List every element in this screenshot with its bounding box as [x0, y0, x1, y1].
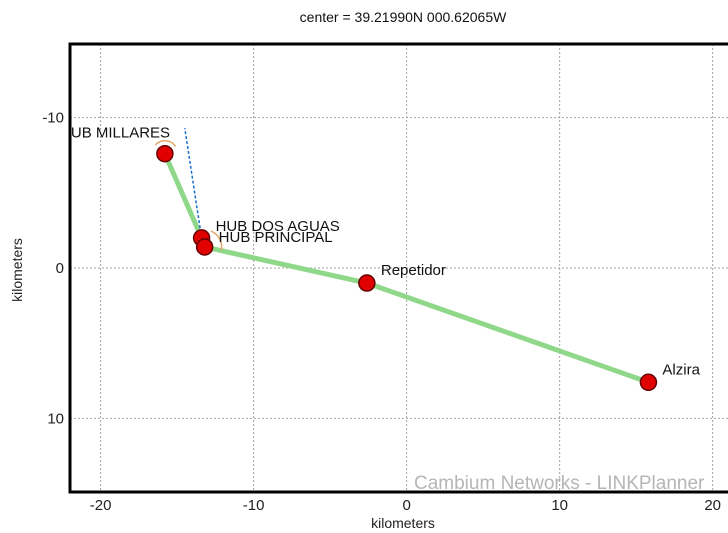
watermark: Cambium Networks - LINKPlanner	[414, 473, 705, 494]
y-tick-label: -10	[42, 110, 64, 127]
node-label: UB MILLARES	[71, 125, 170, 142]
link-dashed	[184, 128, 203, 239]
y-axis-label: kilometers	[9, 238, 25, 302]
x-tick-label: 0	[402, 497, 410, 514]
y-tick-label: 10	[47, 410, 64, 427]
antenna-arc	[210, 230, 223, 251]
grid	[70, 44, 728, 492]
antenna-arc	[154, 140, 177, 147]
x-axis-label: kilometers	[371, 515, 435, 531]
node-marker[interactable]	[156, 144, 174, 163]
chart-title: center = 39.21990N 000.62065W	[300, 9, 507, 25]
link-line	[202, 244, 370, 286]
x-tick-label: 20	[704, 497, 721, 514]
axis-ticks: -20 -10 0 10 20 -10 0 10	[42, 110, 721, 514]
node-label: HUB PRINCIPAL	[219, 229, 333, 246]
node-marker[interactable]	[639, 373, 658, 392]
plot-frame	[68, 42, 728, 494]
node-marker[interactable]	[358, 274, 376, 292]
node-label: HUB DOS AGUAS	[216, 218, 340, 235]
link-line	[162, 151, 205, 241]
link-line	[364, 280, 651, 385]
node-label: Repetidor	[381, 262, 446, 279]
node-label: Alzira	[662, 361, 700, 378]
node-marker[interactable]	[195, 238, 214, 256]
nodes	[156, 144, 658, 392]
x-tick-label: 10	[551, 497, 568, 514]
x-tick-label: -10	[243, 497, 265, 514]
x-tick-label: -20	[90, 497, 112, 514]
antennas	[154, 140, 223, 251]
links	[162, 128, 651, 385]
y-tick-label: 0	[56, 260, 64, 277]
